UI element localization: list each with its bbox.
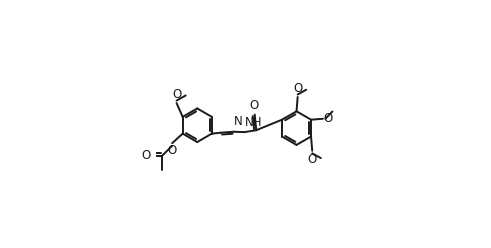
Text: O: O <box>249 99 259 112</box>
Text: O: O <box>172 88 181 101</box>
Text: NH: NH <box>245 116 262 129</box>
Text: O: O <box>308 153 317 166</box>
Text: O: O <box>141 149 151 162</box>
Text: O: O <box>293 82 302 95</box>
Text: N: N <box>234 115 243 128</box>
Text: O: O <box>167 144 176 157</box>
Text: O: O <box>323 112 332 125</box>
